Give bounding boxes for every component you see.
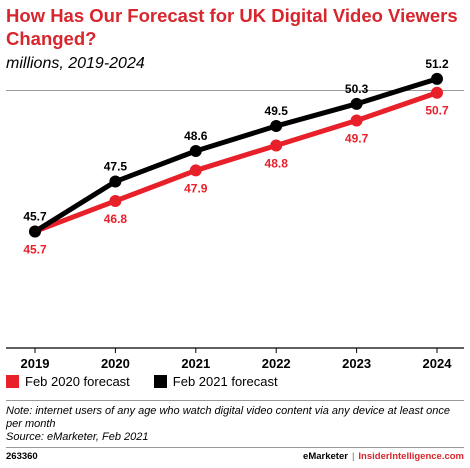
line-chart: 2019 2020 2021 2022 2023 2024 45.7 46.8 47.9 48.8… — [6, 57, 464, 370]
data-label-feb-2021: 47.5 — [104, 160, 128, 174]
data-point-feb-2021 — [431, 72, 443, 85]
data-point-feb-2020 — [350, 114, 363, 127]
chart-note: Note: internet users of any age who watc… — [6, 405, 464, 444]
data-point-feb-2020 — [109, 194, 122, 207]
data-label-feb-2021: 49.5 — [265, 104, 289, 118]
brand-separator: | — [351, 451, 355, 462]
data-label-feb-2020: 50.7 — [425, 104, 449, 118]
x-tick-label: 2022 — [262, 356, 291, 370]
data-point-feb-2020 — [270, 139, 283, 152]
chart-subtitle: millions, 2019-2024 — [6, 55, 145, 72]
data-label-feb-2020: 46.8 — [104, 212, 128, 226]
data-label-feb-2020: 49.7 — [345, 131, 369, 145]
legend-item-feb-2020: Feb 2020 forecast — [6, 374, 130, 389]
footer-brand: eMarketer | InsiderIntelligence.com — [303, 451, 464, 462]
brand-site: InsiderIntelligence.com — [358, 451, 464, 462]
top-divider — [6, 90, 464, 91]
note-text: Note: internet users of any age who watc… — [6, 405, 450, 430]
chart-legend: Feb 2020 forecast Feb 2021 forecast — [6, 374, 302, 389]
chart-title: How Has Our Forecast for UK Digital Vide… — [6, 5, 458, 49]
series-line-feb-2020 — [32, 90, 440, 234]
data-point-feb-2021 — [109, 175, 122, 188]
data-point-feb-2021 — [189, 145, 202, 158]
legend-swatch-red — [6, 375, 19, 388]
legend-label: Feb 2020 forecast — [25, 374, 130, 389]
data-label-feb-2021: 50.3 — [345, 82, 369, 96]
data-point-feb-2020 — [189, 164, 202, 177]
x-tick-label: 2021 — [181, 356, 210, 370]
data-label-feb-2020: 47.9 — [184, 181, 208, 195]
data-point-feb-2021 — [270, 120, 283, 133]
footer: 263360 eMarketer | InsiderIntelligence.com — [6, 451, 464, 462]
data-label-feb-2021: 51.2 — [425, 57, 449, 71]
legend-label: Feb 2021 forecast — [172, 374, 278, 389]
data-point-feb-2021 — [350, 97, 363, 110]
data-label-feb-2020: 48.8 — [265, 156, 289, 170]
brand-name: eMarketer — [303, 451, 348, 462]
data-point-feb-2021 — [29, 225, 41, 238]
x-tick-label: 2024 — [423, 356, 453, 370]
x-tick-label: 2019 — [21, 356, 50, 370]
legend-item-feb-2021: Feb 2021 forecast — [153, 374, 278, 389]
data-point-feb-2020 — [431, 86, 443, 99]
data-label-feb-2021: 45.7 — [23, 209, 47, 223]
series-line-feb-2021 — [32, 76, 440, 234]
data-label-feb-2020: 45.7 — [23, 242, 47, 256]
x-tick-label: 2023 — [342, 356, 371, 370]
data-label-feb-2021: 48.6 — [184, 129, 208, 143]
note-divider — [6, 400, 464, 401]
footer-divider — [6, 447, 464, 448]
source-text: Source: eMarketer, Feb 2021 — [6, 431, 149, 443]
chart-id: 263360 — [6, 451, 38, 462]
legend-swatch-black — [153, 375, 167, 388]
x-tick-label: 2020 — [101, 356, 130, 370]
